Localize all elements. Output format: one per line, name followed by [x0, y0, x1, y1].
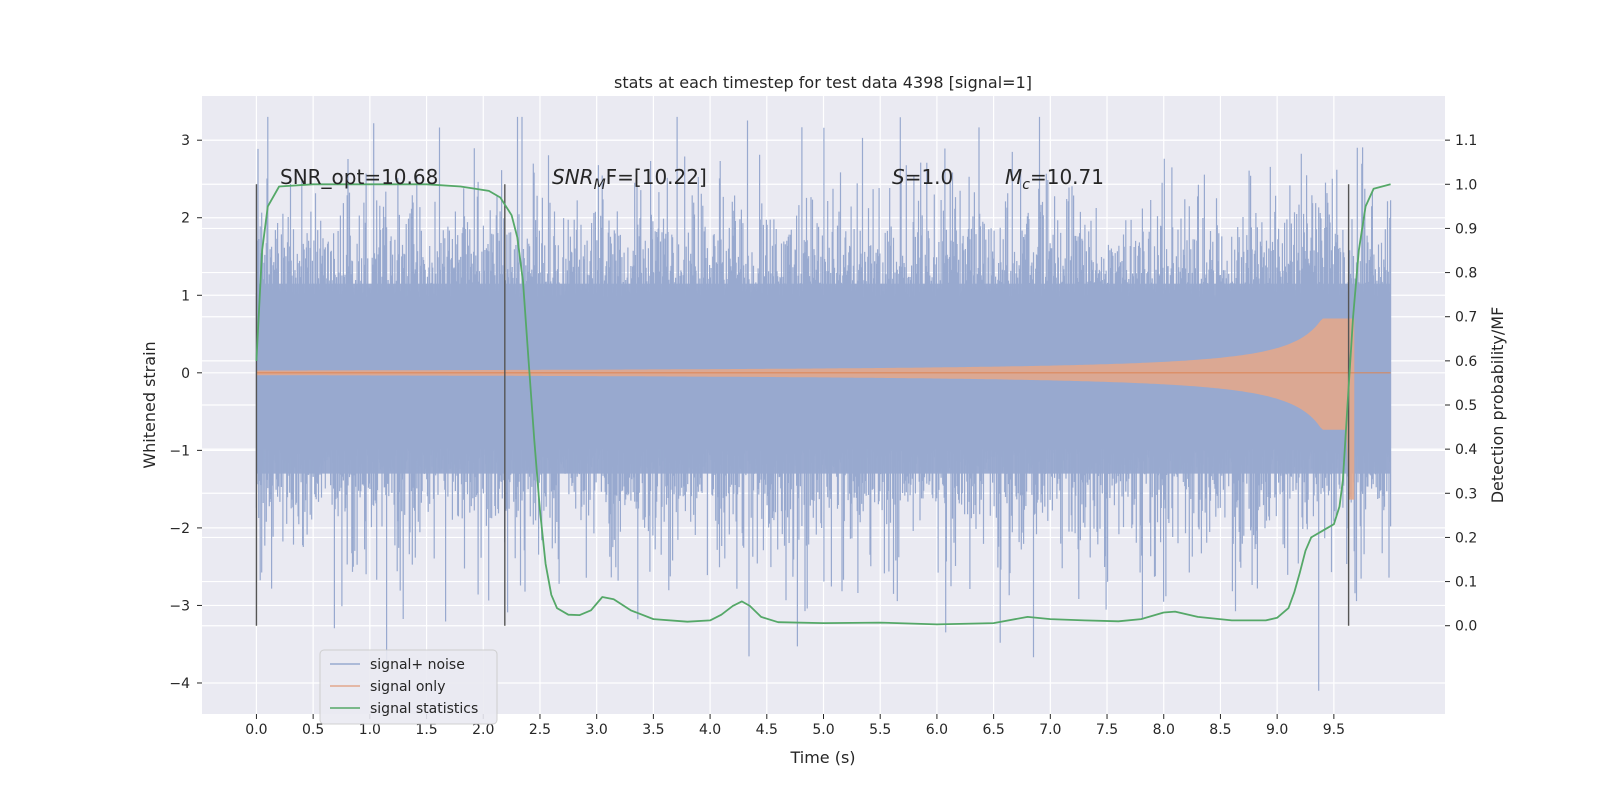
x-tick-label: 0.0	[245, 722, 267, 738]
y-tick-label-right: 0.8	[1455, 266, 1477, 282]
y-tick-label-right: 0.2	[1455, 530, 1477, 546]
legend-label-signal: signal only	[370, 679, 445, 695]
y-tick-label-right: 1.0	[1455, 177, 1477, 193]
x-tick-label: 7.5	[1096, 722, 1118, 738]
x-tick-label: 5.5	[869, 722, 891, 738]
y-tick-label-right: 0.6	[1455, 354, 1477, 370]
legend-box	[319, 649, 498, 725]
y-tick-label-right: 0.7	[1455, 310, 1477, 326]
x-tick-label: 4.5	[756, 722, 778, 738]
x-axis-label: Time (s)	[789, 748, 855, 767]
legend-label-noise: signal+ noise	[370, 657, 465, 673]
x-tick-label: 2.0	[472, 722, 494, 738]
y-tick-label-right: 0.9	[1455, 221, 1477, 237]
y-tick-label-left: 1	[181, 288, 190, 304]
x-tick-label: 3.0	[586, 722, 608, 738]
y-tick-label-left: 3	[181, 133, 190, 149]
x-tick-label: 1.5	[415, 722, 437, 738]
y-tick-label-left: 0	[181, 366, 190, 382]
y-tick-label-left: −2	[169, 521, 190, 537]
legend-label-statistics: signal statistics	[370, 701, 478, 717]
annotation-snr-opt: SNR_opt=10.68	[280, 165, 438, 189]
annotation-mc: Mc=10.71	[1005, 165, 1104, 193]
y-tick-label-right: 1.1	[1455, 133, 1477, 149]
y-tick-label-left: −4	[169, 676, 190, 692]
legend: signal+ noise signal only signal statist…	[319, 649, 498, 725]
data-layer	[255, 116, 1392, 691]
x-tick-label: 1.0	[359, 722, 381, 738]
x-tick-label: 4.0	[699, 722, 721, 738]
series-signal-statistics-line	[255, 183, 1391, 626]
x-tick-label: 8.0	[1153, 722, 1175, 738]
x-tick-label: 5.0	[812, 722, 834, 738]
chart-title: stats at each timestep for test data 439…	[614, 73, 1032, 92]
x-tick-label: 3.5	[642, 722, 664, 738]
y-tick-label-right: 0.1	[1455, 575, 1477, 591]
annotation-s: S=1.0	[892, 165, 953, 189]
annotations: SNR_opt=10.68 SNRMF=[10.22] S=1.0 Mc=10.…	[280, 165, 1104, 193]
y-tick-label-left: −3	[169, 598, 190, 614]
y-tick-label-right: 0.0	[1455, 619, 1477, 635]
x-tick-label: 9.5	[1323, 722, 1345, 738]
annotation-snr-mf: SNRMF=[10.22]	[552, 165, 707, 193]
x-tick-label: 9.0	[1266, 722, 1288, 738]
x-tick-label: 7.0	[1039, 722, 1061, 738]
y-tick-label-right: 0.4	[1455, 442, 1477, 458]
axes: 0.0 0.5 1.0 1.5 2.0 2.5 3.0 3.5 4.0 4.5 5.0 5.5 6.0 6…	[169, 133, 1477, 738]
x-tick-label: 6.0	[926, 722, 948, 738]
x-tick-label: 6.5	[982, 722, 1004, 738]
y-tick-label-right: 0.5	[1455, 398, 1477, 414]
y-tick-label-right: 0.3	[1455, 486, 1477, 502]
y-axis-label-right: Detection probability/MF	[1488, 307, 1507, 504]
y-tick-label-left: 2	[181, 211, 190, 227]
x-tick-label: 0.5	[302, 722, 324, 738]
y-tick-label-left: −1	[169, 443, 190, 459]
x-tick-label: 8.5	[1209, 722, 1231, 738]
y-axis-label-left: Whitened strain	[140, 341, 159, 468]
x-tick-label: 2.5	[529, 722, 551, 738]
